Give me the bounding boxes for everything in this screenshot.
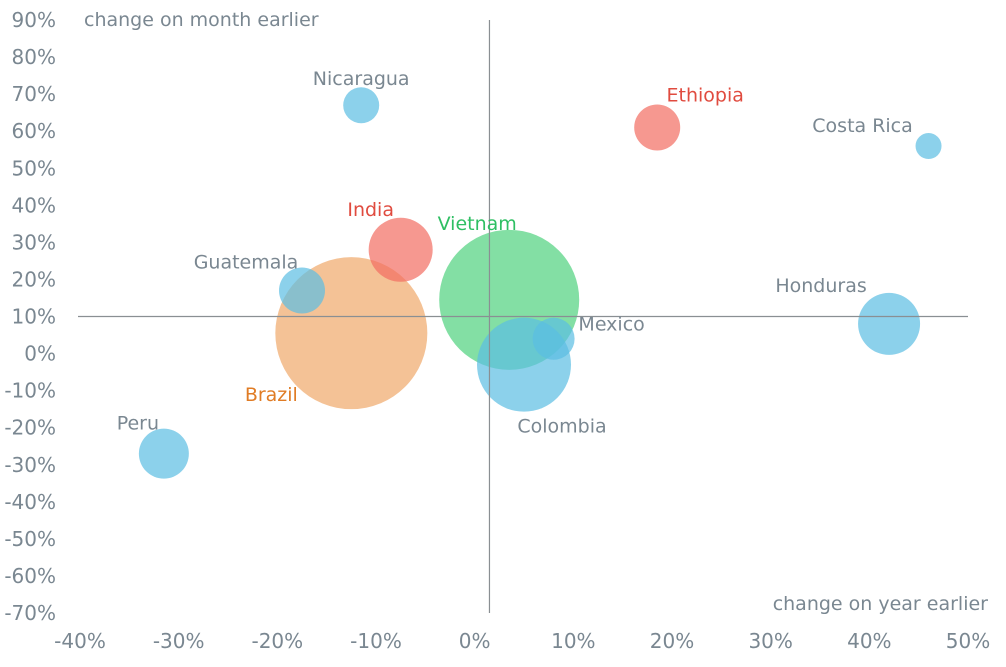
bubble-nicaragua [343, 87, 380, 124]
axes-layer [78, 20, 968, 613]
y-tick-label: 30% [12, 230, 56, 254]
y-tick-label: 70% [12, 82, 56, 106]
bubble-label-costa-rica: Costa Rica [812, 115, 913, 137]
y-tick-label: 20% [12, 267, 56, 291]
labels-layer: Nicaragua Ethiopia Costa Rica India Vietnam G… [117, 68, 913, 437]
y-tick-label: -60% [4, 564, 56, 588]
y-tick-label: 80% [12, 45, 56, 69]
bubble-label-guatemala: Guatemala [194, 252, 299, 274]
x-tick-label: -10% [350, 629, 402, 653]
bubble-india [368, 217, 433, 282]
ticks-layer: 90% 80% 70% 60% 50% 40% 30% 20% 10% 0% -10% -20% -30… [4, 8, 990, 653]
y-tick-label: -10% [4, 379, 56, 403]
bubble-label-mexico: Mexico [578, 314, 644, 336]
y-tick-label: -30% [4, 453, 56, 477]
y-tick-label: 10% [12, 305, 56, 329]
bubble-honduras [858, 292, 921, 355]
bubble-label-vietnam: Vietnam [438, 213, 517, 235]
x-tick-label: -40% [54, 629, 106, 653]
y-axis-label: change on month earlier [84, 9, 319, 31]
y-tick-label: 40% [12, 193, 56, 217]
bubble-label-india: India [347, 199, 394, 221]
y-tick-label: 0% [24, 342, 56, 366]
x-axis-label: change on year earlier [773, 593, 988, 615]
y-tick-label: 60% [12, 119, 56, 143]
y-tick-label: -70% [4, 601, 56, 625]
y-tick-label: 50% [12, 156, 56, 180]
bubble-mexico [532, 317, 575, 360]
x-tick-label: 10% [551, 629, 595, 653]
bubble-label-nicaragua: Nicaragua [313, 68, 410, 90]
bubble-label-colombia: Colombia [517, 416, 606, 438]
bubble-label-peru: Peru [117, 413, 159, 435]
x-tick-label: 50% [946, 629, 990, 653]
x-tick-label: 30% [748, 629, 792, 653]
x-tick-label: -30% [153, 629, 205, 653]
bubble-peru [138, 428, 189, 479]
x-tick-label: 20% [650, 629, 694, 653]
y-tick-label: -20% [4, 416, 56, 440]
x-tick-label: 40% [847, 629, 891, 653]
x-tick-label: -20% [251, 629, 303, 653]
bubble-label-honduras: Honduras [775, 275, 866, 297]
bubble-ethiopia [634, 104, 681, 151]
y-tick-label: 90% [12, 8, 56, 32]
y-tick-label: -50% [4, 527, 56, 551]
y-tick-label: -40% [4, 490, 56, 514]
bubble-guatemala [279, 267, 325, 314]
bubble-label-brazil: Brazil [245, 384, 298, 406]
bubbles-layer [138, 87, 942, 479]
bubble-costa-rica [915, 133, 942, 160]
x-tick-label: 0% [459, 629, 491, 653]
bubble-label-ethiopia: Ethiopia [667, 84, 744, 106]
